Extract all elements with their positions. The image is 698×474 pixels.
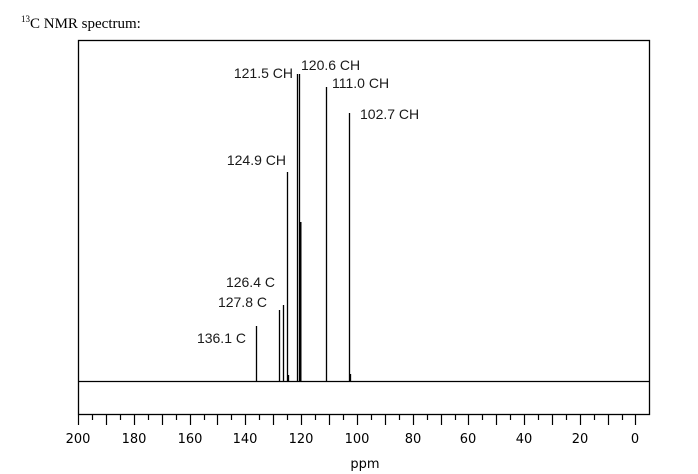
label-136-1: 136.1 C <box>197 330 246 346</box>
label-121-5: 121.5 CH <box>234 65 293 81</box>
x-axis-ticks <box>77 415 637 425</box>
tick-100: 100 <box>345 432 370 447</box>
tick-20: 20 <box>572 432 589 447</box>
peaks <box>255 74 352 381</box>
plot-frame <box>77 39 651 416</box>
title-text: C NMR spectrum: <box>30 16 141 32</box>
tick-40: 40 <box>516 432 533 447</box>
label-127-8: 127.8 C <box>218 294 267 310</box>
label-120-6: 120.6 CH <box>301 57 360 73</box>
label-126-4: 126.4 C <box>226 274 275 290</box>
tick-0: 0 <box>631 432 639 447</box>
spectrum-title: 13C NMR spectrum: <box>21 14 141 33</box>
title-superscript: 13 <box>21 14 30 24</box>
tick-80: 80 <box>405 432 422 447</box>
x-axis-title: ppm <box>350 457 379 472</box>
x-axis-labels: 200 180 160 140 120 100 80 60 40 20 0 <box>66 432 640 447</box>
label-111-0: 111.0 CH <box>332 75 389 91</box>
label-102-7: 102.7 CH <box>360 106 419 122</box>
tick-200: 200 <box>66 432 91 447</box>
tick-60: 60 <box>460 432 477 447</box>
label-124-9: 124.9 CH <box>227 152 286 168</box>
tick-140: 140 <box>233 432 258 447</box>
tick-180: 180 <box>122 432 147 447</box>
tick-120: 120 <box>289 432 314 447</box>
tick-160: 160 <box>178 432 203 447</box>
